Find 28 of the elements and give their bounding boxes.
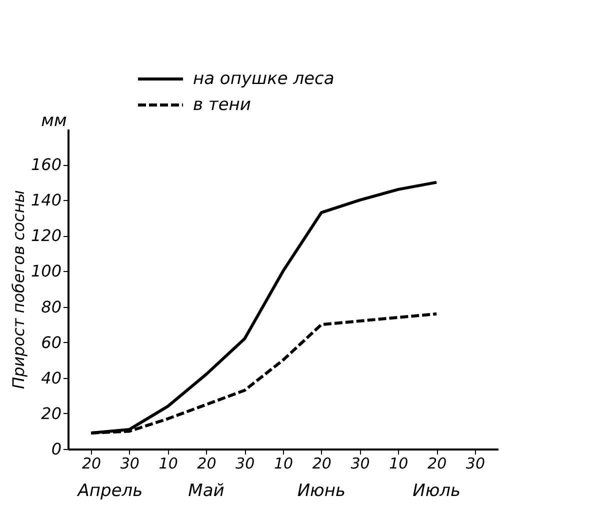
legend-label: на опушке леса xyxy=(193,69,334,89)
x-tick-label: 30 xyxy=(466,454,486,472)
y-tick-label: 20 xyxy=(41,404,62,423)
text: Июнь xyxy=(297,481,346,501)
x-tick-label: 30 xyxy=(236,454,255,472)
x-tick-label: 20 xyxy=(428,454,447,472)
x-tick-label: 20 xyxy=(197,454,216,472)
y-tick-label: 100 xyxy=(30,262,62,281)
x-tick-label: 20 xyxy=(312,454,332,472)
text: Июль xyxy=(412,481,461,501)
y-tick-label: 60 xyxy=(41,332,62,352)
y-tick-label: 80 xyxy=(41,297,62,316)
text: Май xyxy=(188,481,224,501)
x-tick-label: 30 xyxy=(350,454,370,472)
y-tick-label: 140 xyxy=(30,190,62,210)
y-tick-label: 160 xyxy=(30,155,62,174)
legend-label: в тени xyxy=(193,95,251,115)
x-tick-label: 30 xyxy=(120,454,140,472)
y-axis-title: Прирост побегов сосны xyxy=(8,190,28,389)
text: Апрель xyxy=(76,481,143,501)
y-tick-label: 0 xyxy=(51,440,62,458)
x-tick-label: 10 xyxy=(158,454,178,472)
x-tick-label: 10 xyxy=(274,454,294,472)
y-tick-label: 40 xyxy=(41,368,62,388)
x-tick-label: 20 xyxy=(82,454,102,472)
y-tick-label: 120 xyxy=(30,226,62,246)
x-tick-label: 10 xyxy=(389,454,408,472)
text: мм xyxy=(41,111,67,131)
